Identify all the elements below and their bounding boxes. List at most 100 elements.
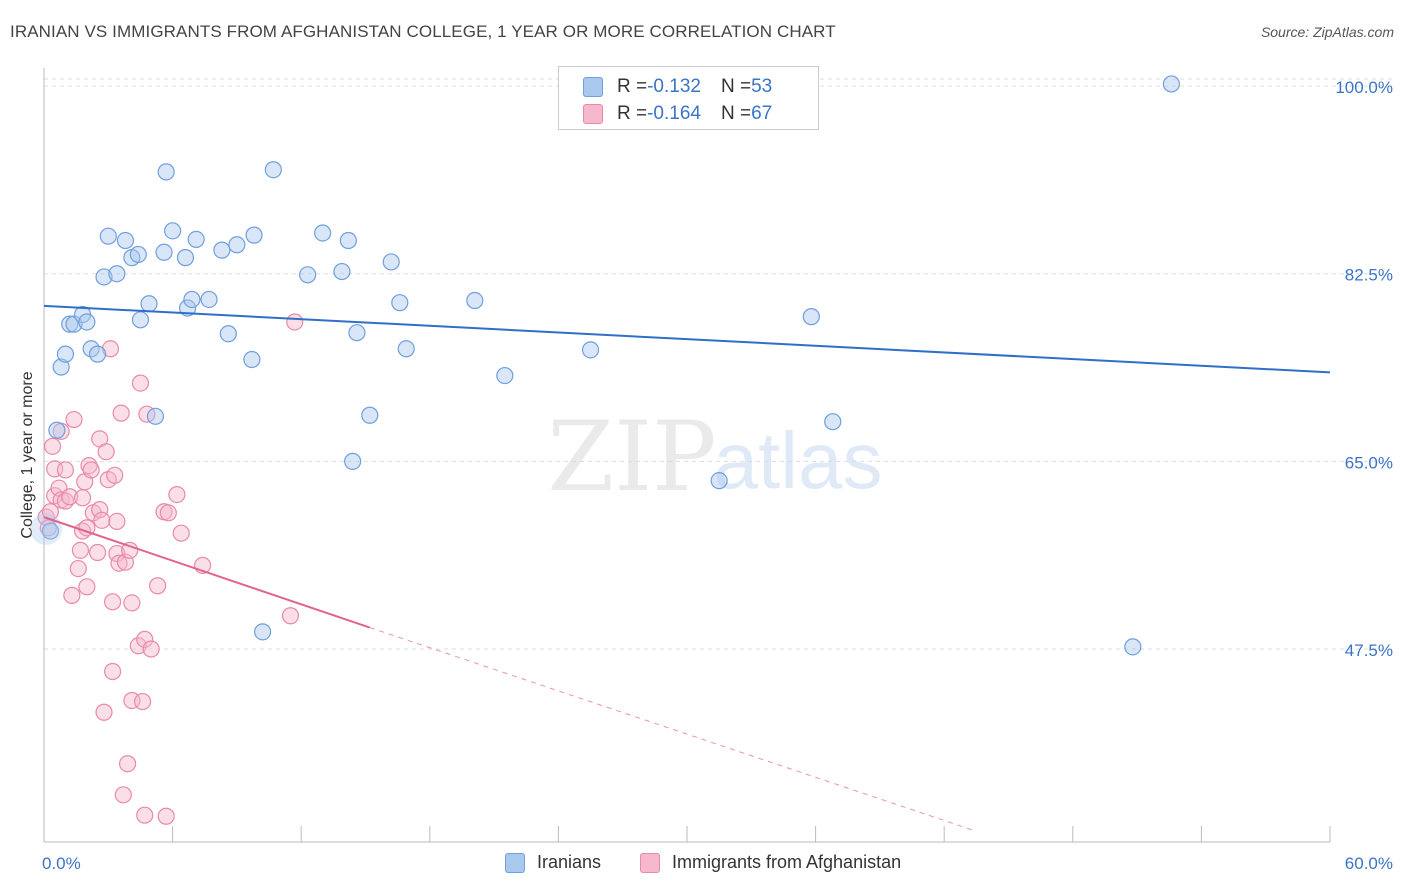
iranian-point (314, 224, 332, 242)
iranian-point (131, 311, 150, 329)
iranian-point (299, 266, 317, 284)
iranian-point (187, 230, 205, 249)
iranian-point (78, 313, 96, 331)
afghanistan-point (103, 662, 122, 681)
series-legend: Iranians Immigrants from Afghanistan (0, 852, 1406, 876)
afghanistan-point (133, 692, 152, 711)
iranian-point (339, 231, 357, 250)
iranian-point (65, 315, 83, 333)
x-tick-label: 60.0% (1345, 854, 1393, 873)
iranian-point (264, 161, 282, 179)
afghanistan-point (172, 524, 190, 542)
afghanistan-point (93, 511, 111, 529)
afghanistan-point (65, 410, 83, 429)
afghanistan-point (56, 461, 75, 479)
legend-row-iranians: R = -0.132 N = 53 (583, 76, 772, 98)
afghanistan-point (103, 593, 122, 611)
iranian-point (140, 295, 158, 313)
legend-r-label: R = (617, 103, 648, 124)
afghanistan-point (159, 504, 177, 522)
iranian-point (466, 291, 484, 310)
afghanistan-point (112, 404, 130, 422)
legend-n-label: N = (720, 103, 752, 124)
afghanistan-point (69, 559, 87, 578)
watermark: ZIP atlas (547, 401, 882, 513)
afghanistan-point (97, 443, 115, 461)
iranian-point (333, 262, 351, 281)
iranian-point (802, 308, 820, 326)
legend-swatch-blue (505, 852, 525, 873)
afghanistan-point (114, 786, 132, 804)
iranian-point (245, 226, 263, 244)
iranian-point (1162, 75, 1180, 93)
iranian-point (56, 345, 75, 363)
legend-r-value: -0.132 (647, 76, 701, 97)
afghanistan-point (281, 607, 300, 625)
legend-label-iranians: Iranians (537, 852, 602, 872)
chart-title: IRANIAN VS IMMIGRANTS FROM AFGHANISTAN C… (10, 22, 836, 41)
iranian-point (710, 472, 728, 490)
afghanistan-point (110, 554, 128, 572)
afghanistan-point (136, 630, 154, 648)
iranian-point (824, 413, 842, 431)
iranian-point (95, 268, 113, 286)
legend-swatch-pink (583, 104, 603, 124)
series-afghanistan-points (37, 313, 304, 825)
iranians-trend-line (43, 304, 1331, 374)
iranian-point (254, 623, 272, 641)
afghanistan-point (157, 807, 175, 825)
iranian-point (157, 163, 175, 181)
afghanistan-trend-line (43, 516, 371, 629)
legend-r-label: R = (617, 76, 648, 97)
afghanistan-point (101, 340, 120, 358)
watermark-atlas: atlas (714, 416, 883, 505)
iranian-point (146, 407, 165, 425)
afghanistan-trend-extension (369, 627, 977, 832)
iranian-point (116, 231, 135, 250)
legend-item-afghanistan: Immigrants from Afghanistan (640, 852, 901, 873)
series-iranians-points (30, 75, 1180, 656)
afghanistan-point (73, 489, 92, 507)
iranian-point (176, 249, 195, 267)
afghanistan-point (108, 512, 126, 531)
afghanistan-point (43, 437, 62, 455)
iranian-point (164, 222, 182, 240)
iranian-point (108, 265, 126, 283)
iranian-point (361, 406, 379, 424)
afghanistan-point (168, 486, 186, 504)
iranian-point (179, 299, 197, 317)
afghanistan-point (121, 541, 139, 559)
afghanistan-point (136, 806, 154, 824)
legend-item-iranians: Iranians (505, 852, 601, 873)
afghanistan-point (286, 313, 304, 331)
iranian-point (581, 341, 600, 359)
x-tick-label: 0.0% (42, 854, 81, 873)
legend-n-value: 67 (751, 103, 773, 124)
legend-swatch-blue (583, 77, 603, 97)
iranian-point (48, 421, 66, 439)
legend-label-afghanistan: Immigrants from Afghanistan (672, 852, 902, 872)
legend-row-afghanistan: R = -0.164 N = 67 (583, 103, 772, 125)
iranian-point (382, 253, 400, 271)
y-tick-label: 100.0% (1335, 78, 1393, 97)
iranian-point (52, 358, 70, 376)
y-tick-label: 82.5% (1345, 266, 1393, 285)
afghanistan-point (78, 519, 96, 537)
iranian-point (344, 452, 362, 470)
afghanistan-point (91, 501, 109, 519)
axes (43, 68, 1331, 843)
iranian-point (61, 315, 79, 333)
iranian-point (1124, 638, 1142, 656)
iranian-point (496, 366, 514, 385)
iranian-point (397, 340, 415, 358)
iranian-point (228, 236, 246, 254)
watermark-zip: ZIP (547, 401, 716, 513)
iranian-point (99, 227, 117, 245)
afghanistan-point (88, 543, 107, 562)
iranian-point (183, 290, 201, 309)
afghanistan-point (82, 461, 100, 479)
iranian-point (391, 294, 409, 312)
afghanistan-point (95, 703, 113, 721)
afghanistan-point (78, 578, 96, 596)
